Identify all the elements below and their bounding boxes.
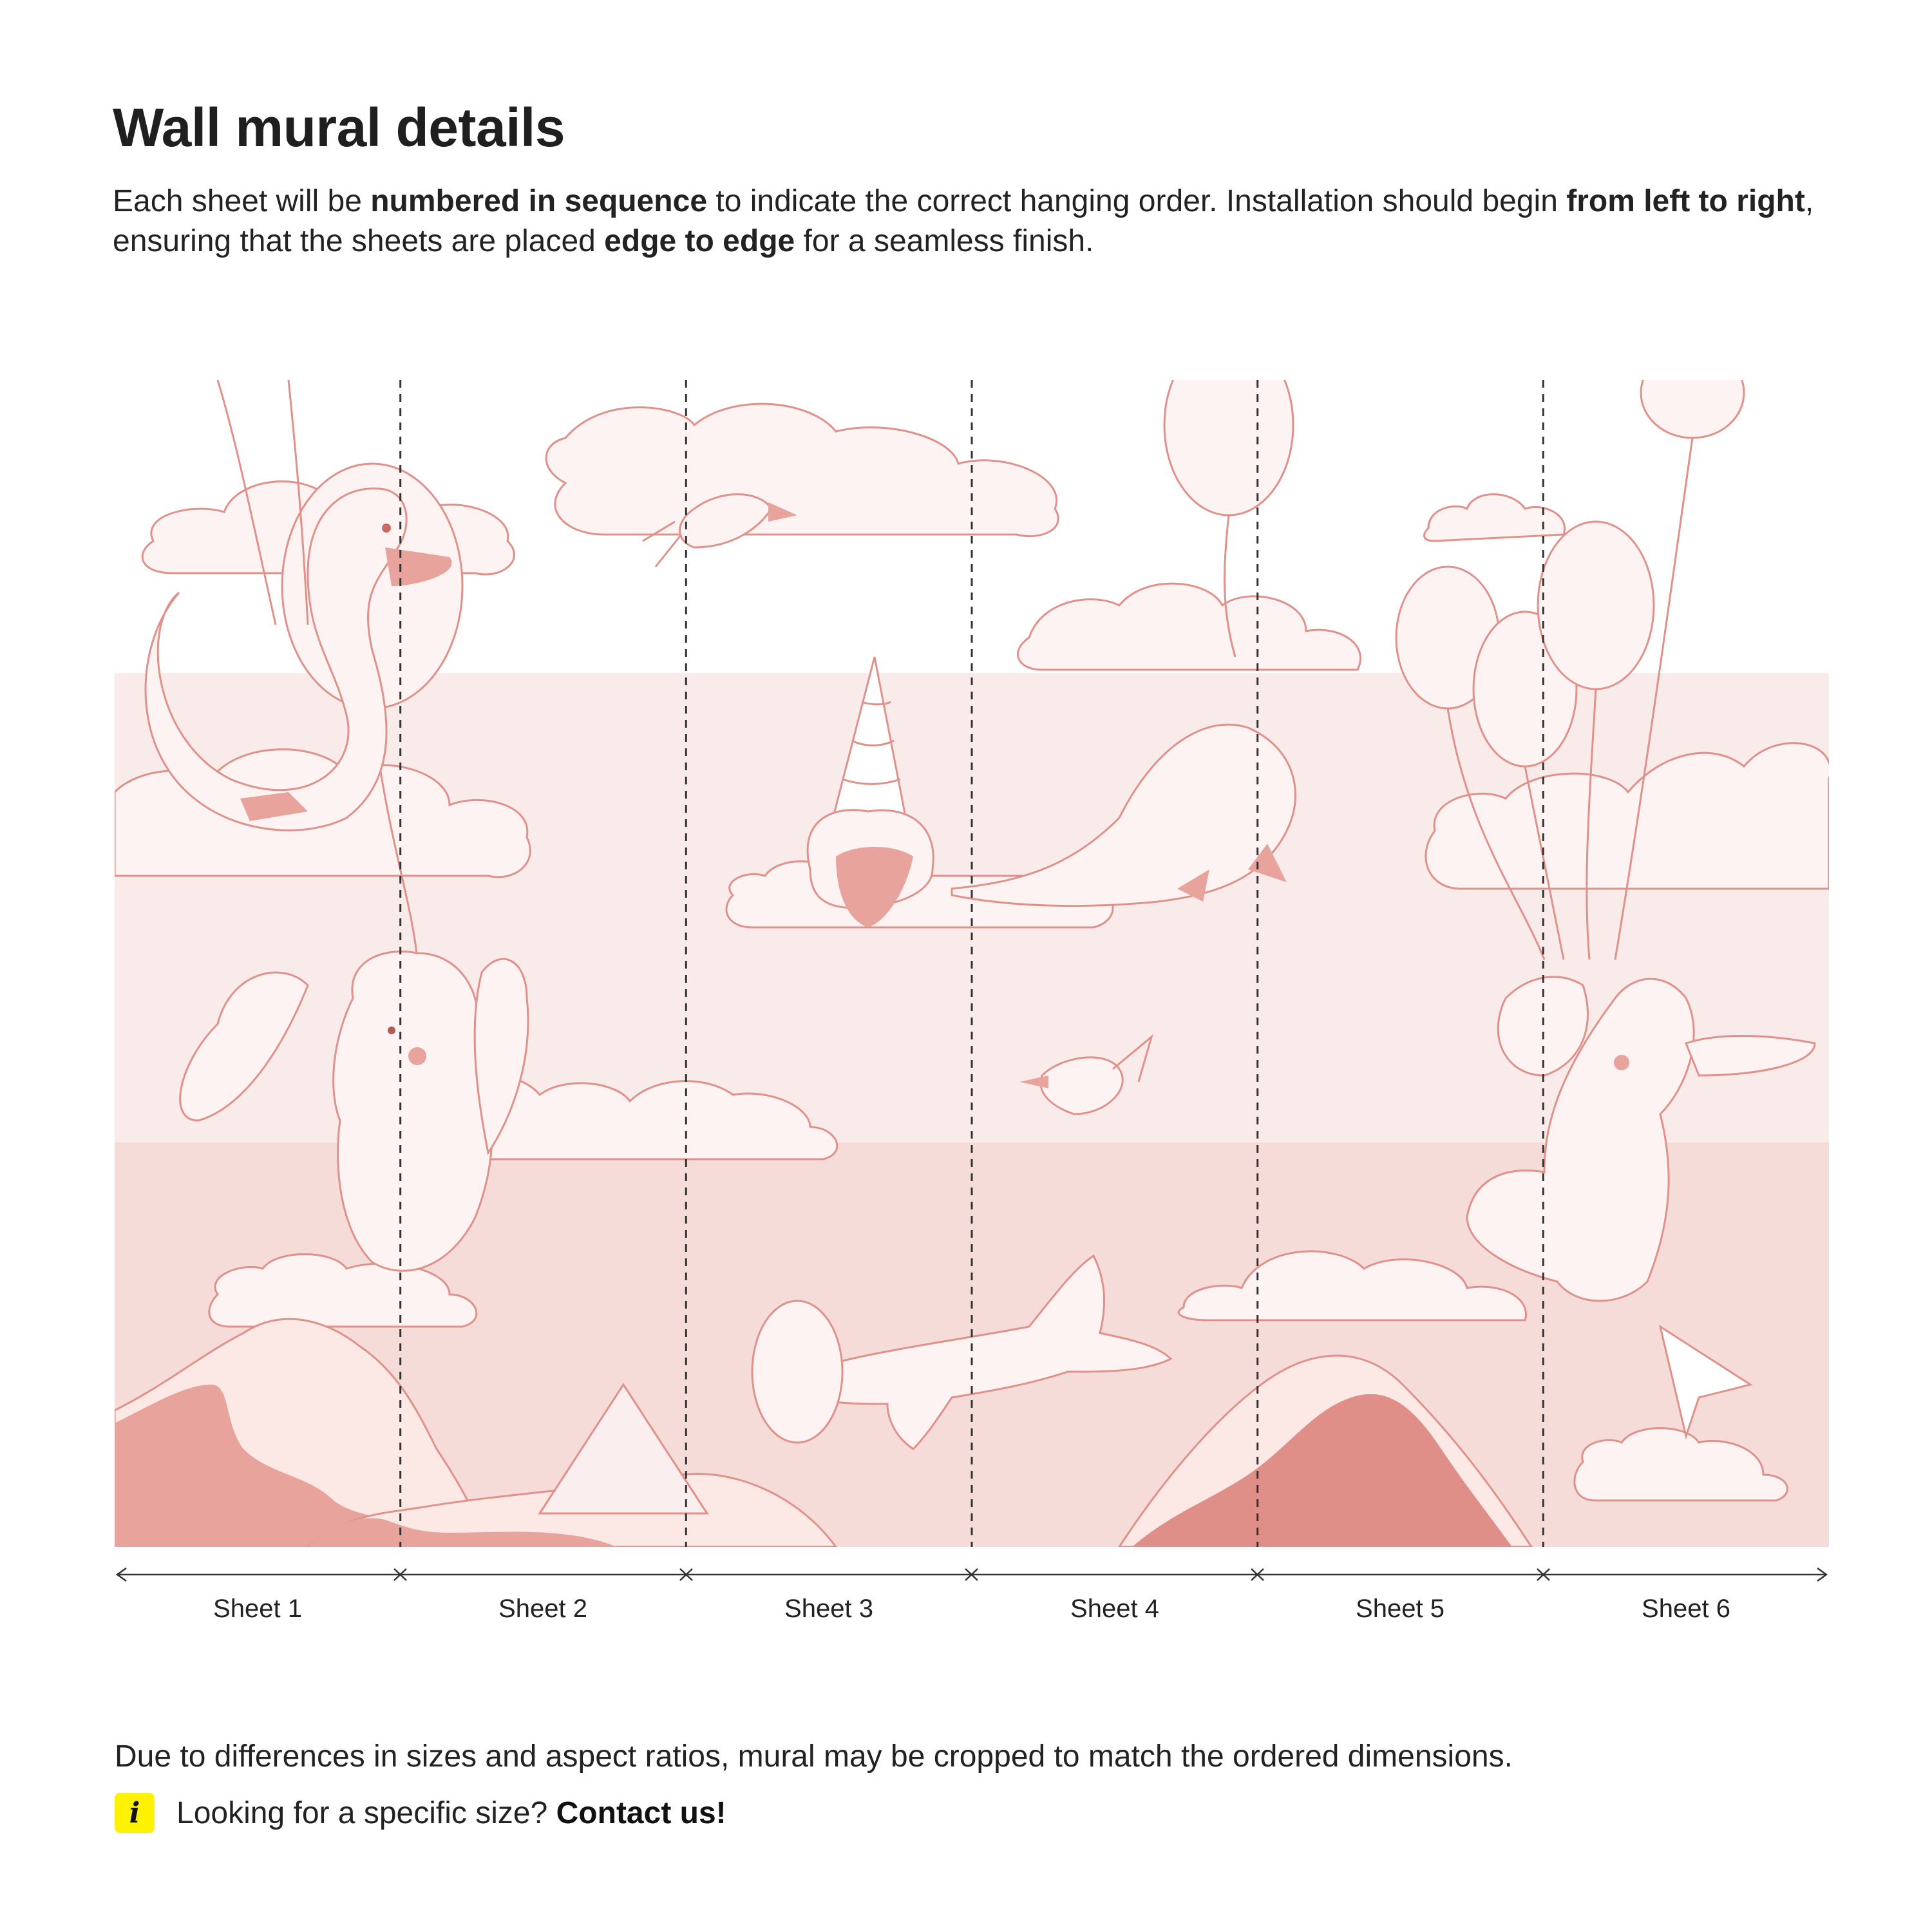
- airplane: [751, 1254, 1173, 1450]
- intro-bold-numbered: numbered in sequence: [370, 184, 708, 218]
- ruler-arrow-right: [1817, 1567, 1828, 1582]
- sheet-label-1: Sheet 1: [213, 1595, 302, 1623]
- intro-bold-direction: from left to right: [1566, 184, 1805, 218]
- bird-small-center: [1019, 1034, 1153, 1115]
- mountain-left-rock: [115, 1385, 450, 1547]
- goose-right: [951, 723, 1296, 907]
- cloud-lower-right: [1177, 1250, 1527, 1321]
- cloud-bottom-right: [1573, 1427, 1788, 1502]
- bunny-right: [1466, 976, 1816, 1302]
- intro-paragraph: Each sheet will be numbered in sequence …: [113, 182, 1852, 261]
- page-title: Wall mural details: [113, 97, 565, 158]
- mountain-right-rock: [1132, 1394, 1512, 1547]
- sheet-label-6: Sheet 6: [1642, 1595, 1730, 1623]
- bunny-left: [179, 951, 529, 1272]
- sheet-label-4: Sheet 4: [1070, 1595, 1159, 1623]
- intro-text-2: to indicate the correct hanging order. I…: [707, 184, 1567, 218]
- info-icon: i: [115, 1793, 155, 1833]
- goose-top-left: [144, 488, 452, 831]
- intro-text-4: for a seamless finish.: [795, 224, 1094, 258]
- cloud-top-center: [545, 402, 1059, 538]
- bird-top: [642, 493, 797, 567]
- balloon-strings: [216, 380, 1694, 960]
- cropping-note: Due to differences in sizes and aspect r…: [115, 1739, 1513, 1774]
- mural-illustration: [115, 380, 1829, 1547]
- sheet-label-3: Sheet 3: [784, 1595, 873, 1623]
- ruler-arrow-left: [115, 1567, 127, 1582]
- sheet-dividers: [399, 380, 1544, 1547]
- ruler-tick-marks: [393, 1568, 1550, 1581]
- cloud-right-large: [1425, 742, 1829, 890]
- sheet-label-5: Sheet 5: [1356, 1595, 1444, 1623]
- size-info-text: Looking for a specific size? Contact us!: [176, 1795, 726, 1831]
- mountain-center-rock: [308, 1518, 617, 1547]
- sheet-label-2: Sheet 2: [498, 1595, 587, 1623]
- pyramid: [538, 1383, 709, 1515]
- cloud-top-right-small: [1423, 493, 1566, 542]
- sheet-ruler: Sheet 1 Sheet 2 Sheet 3 Sheet 4 Sheet 5 …: [115, 1562, 1829, 1626]
- balloon-right-3: [1537, 520, 1655, 690]
- intro-text-1: Each sheet will be: [113, 184, 371, 218]
- intro-bold-edge: edge to edge: [604, 224, 795, 258]
- contact-us-link[interactable]: Contact us!: [556, 1795, 726, 1830]
- bird-party-hat: [806, 656, 934, 927]
- size-info-row: i Looking for a specific size? Contact u…: [115, 1793, 726, 1833]
- size-question: Looking for a specific size?: [176, 1795, 556, 1830]
- intro-text-3: , ensuring that the sheets are placed: [113, 184, 1814, 258]
- paper-plane: [1658, 1324, 1753, 1440]
